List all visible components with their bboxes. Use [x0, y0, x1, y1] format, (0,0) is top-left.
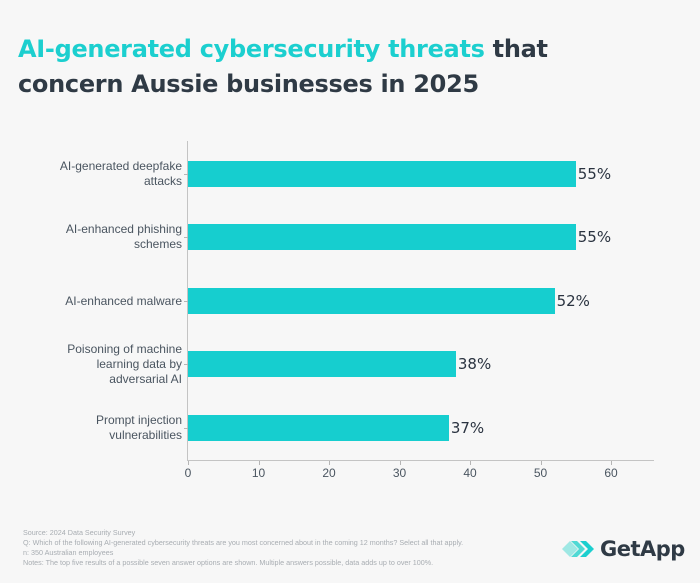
x-tick: [258, 461, 260, 465]
y-tick: [184, 174, 188, 175]
x-tick-label: 40: [463, 466, 477, 480]
y-tick: [184, 237, 188, 238]
sample-note: n: 350 Australian employees: [23, 548, 114, 557]
x-tick-label: 50: [533, 466, 548, 480]
source-note: Source: 2024 Data Security Survey: [23, 528, 136, 537]
category-label-line: attacks: [143, 174, 182, 188]
category-label-line: vulnerabilities: [109, 428, 182, 442]
x-tick-label: 10: [251, 466, 266, 480]
bar-value-label: 55%: [577, 228, 612, 246]
bar-value-label: 37%: [450, 419, 485, 437]
x-tick-label: 20: [322, 466, 336, 480]
bar: [188, 161, 576, 187]
category-label-line: Prompt injection: [95, 413, 182, 427]
title-highlight: AI-generated cybersecurity threats: [18, 35, 485, 63]
brand-name: GetApp: [600, 537, 685, 561]
category-label-line: schemes: [133, 237, 182, 251]
category-label-line: AI-generated deepfake: [59, 159, 182, 173]
category-label: AI-generated deepfake attacks: [12, 159, 182, 189]
category-label: AI-enhanced phishing schemes: [12, 222, 182, 252]
category-label: Prompt injection vulnerabilities: [12, 413, 182, 443]
x-tick: [470, 461, 471, 465]
chart-footer: Source: 2024 Data Security Survey Q: Whi…: [23, 528, 513, 568]
title-rest: that: [484, 35, 548, 63]
category-label: Poisoning of machine learning data by adve…: [12, 342, 182, 387]
x-tick: [399, 461, 401, 465]
category-label-line: learning data by: [96, 356, 182, 371]
x-tick: [329, 461, 330, 465]
x-tick-label: 0: [184, 466, 192, 480]
getapp-logo: GetApp: [562, 535, 685, 563]
bar: [188, 288, 555, 314]
bar: [188, 415, 449, 441]
x-tick-label: 30: [392, 466, 407, 480]
y-tick: [184, 428, 188, 429]
x-tick-label: 60: [604, 466, 618, 480]
category-label-line: adversarial AI: [109, 371, 182, 386]
bar-value-label: 38%: [457, 355, 492, 373]
notes: Notes: The top five results of a possibl…: [23, 558, 434, 567]
getapp-chevrons-icon: [562, 541, 594, 557]
x-tick: [540, 461, 542, 465]
x-tick: [611, 461, 612, 465]
x-axis: [187, 460, 654, 461]
question-note: Q: Which of the following AI-generated c…: [23, 538, 464, 547]
x-tick: [188, 461, 189, 465]
category-label-line: Poisoning of machine: [67, 341, 182, 356]
bar: [188, 224, 576, 250]
title-line2: concern Aussie businesses in 2025: [18, 70, 479, 98]
category-label: AI-enhanced malware: [12, 294, 182, 309]
bar-value-label: 52%: [556, 292, 590, 310]
category-label-line: AI-enhanced malware: [65, 293, 182, 308]
y-tick: [184, 364, 188, 365]
bar: [188, 351, 456, 377]
y-tick: [184, 301, 188, 302]
bar-value-label: 55%: [577, 165, 612, 183]
category-label-line: AI-enhanced phishing: [65, 222, 182, 236]
chart-title: AI-generated cybersecurity threats that …: [18, 32, 548, 102]
